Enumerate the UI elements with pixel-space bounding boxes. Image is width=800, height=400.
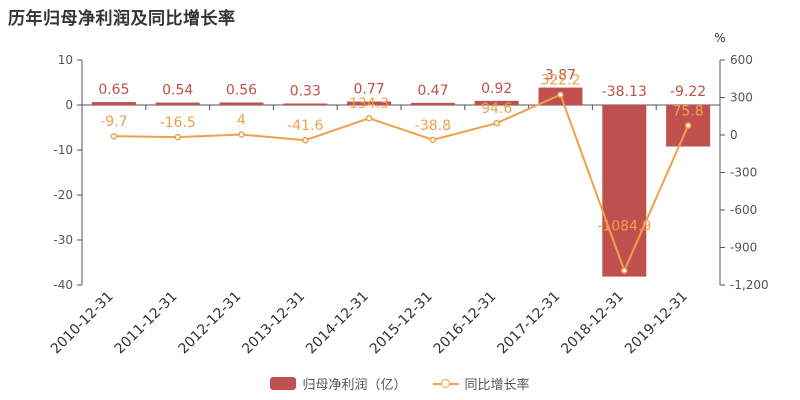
x-axis-tick-label: 2012-12-31: [175, 289, 244, 358]
growth-value-label: -38.8: [415, 118, 451, 134]
growth-point: [365, 114, 373, 122]
bar-value-label: -38.13: [602, 84, 647, 100]
growth-value-label: -1084.9: [597, 219, 651, 235]
bar-value-label: 0.47: [417, 83, 448, 99]
growth-value-label: -16.5: [160, 115, 196, 131]
bar: [410, 102, 455, 105]
growth-point: [621, 267, 628, 274]
x-axis-tick-label: 2013-12-31: [239, 289, 308, 358]
legend-item-growth[interactable]: 同比增长率: [432, 374, 530, 393]
right-axis-tick-label: 300: [730, 91, 753, 105]
right-axis-tick-label: -900: [730, 241, 757, 255]
x-axis-tick-label: 2015-12-31: [367, 289, 436, 358]
axes-layer: 10 0 -10 -20 -30 -40 600 300 0 -300 -600 -900 -1,200…: [48, 31, 769, 357]
growth-point: [684, 122, 692, 129]
bar-value-label: 0.92: [481, 81, 512, 97]
x-axis-tick-label: 2016-12-31: [431, 289, 500, 358]
bar: [91, 102, 136, 105]
chart-title: 历年归母净利润及同比增长率: [8, 9, 236, 29]
bar: [283, 103, 328, 105]
growth-line: [113, 93, 690, 274]
right-axis-unit: %: [714, 31, 725, 45]
legend-bar-swatch: [270, 377, 297, 390]
right-axis-tick-label: -1,200: [730, 278, 769, 292]
x-axis-tick-label: 2010-12-31: [48, 289, 117, 358]
growth-point: [302, 136, 309, 144]
bar: [602, 105, 647, 277]
legend-label-profit: 归母净利润（亿）: [302, 378, 407, 393]
bar: [219, 102, 264, 105]
left-axis-tick-label: -10: [53, 143, 73, 157]
labels-layer: 0.65 0.54 0.56 0.33 0.77 0.47 0.92 3.87 -38.13 -9…: [98, 68, 706, 235]
bar-value-label: 0.54: [162, 83, 193, 99]
bar-value-label: 0.65: [98, 82, 129, 98]
growth-point: [174, 133, 181, 141]
x-axis-tick-label: 2014-12-31: [303, 289, 372, 358]
bar-value-label: -9.22: [670, 84, 706, 100]
legend-line-swatch: [432, 377, 459, 390]
bar-value-label: 0.56: [226, 82, 257, 98]
legend-label-growth: 同比增长率: [464, 378, 530, 393]
x-axis-tick-label: 2019-12-31: [622, 289, 691, 358]
growth-point: [238, 131, 245, 138]
bar: [474, 100, 519, 105]
growth-point: [557, 91, 564, 98]
growth-point: [110, 132, 118, 140]
left-axis-tick-label: 0: [65, 98, 73, 112]
left-axis-tick-label: -30: [53, 233, 73, 247]
right-axis-tick-label: 0: [730, 128, 738, 142]
growth-value-label: 75.8: [673, 104, 704, 120]
right-axis-tick-label: -600: [730, 203, 757, 217]
x-axis-tick-label: 2018-12-31: [558, 289, 627, 358]
bar-value-label: 0.33: [290, 84, 321, 100]
growth-value-label: 134.3: [349, 96, 389, 112]
line-layer: [110, 91, 692, 274]
left-axis-tick-label: -40: [53, 278, 73, 292]
x-axis-tick-label: 2017-12-31: [494, 289, 563, 358]
growth-value-label: -9.7: [100, 114, 127, 130]
growth-value-label: 322.2: [540, 73, 580, 89]
growth-point: [493, 119, 500, 127]
bar: [347, 101, 392, 105]
right-axis-tick-label: -300: [730, 166, 757, 180]
bars-layer: [91, 87, 711, 277]
left-axis-tick-label: 10: [58, 53, 73, 67]
growth-value-label: 94.6: [481, 101, 512, 117]
bar: [155, 102, 200, 105]
x-axis-tick-label: 2011-12-31: [112, 289, 181, 358]
growth-point: [429, 136, 437, 144]
legend-item-profit[interactable]: 归母净利润（亿）: [270, 374, 407, 393]
right-axis-tick-label: 600: [730, 53, 753, 67]
legend: 归母净利润（亿） 同比增长率: [0, 374, 800, 393]
left-axis-tick-label: -20: [53, 188, 73, 202]
bar-value-label: 0.77: [354, 82, 385, 98]
growth-value-label: 4: [237, 113, 246, 129]
growth-value-label: -41.6: [287, 118, 323, 134]
bar-value-label: 3.87: [545, 68, 576, 84]
